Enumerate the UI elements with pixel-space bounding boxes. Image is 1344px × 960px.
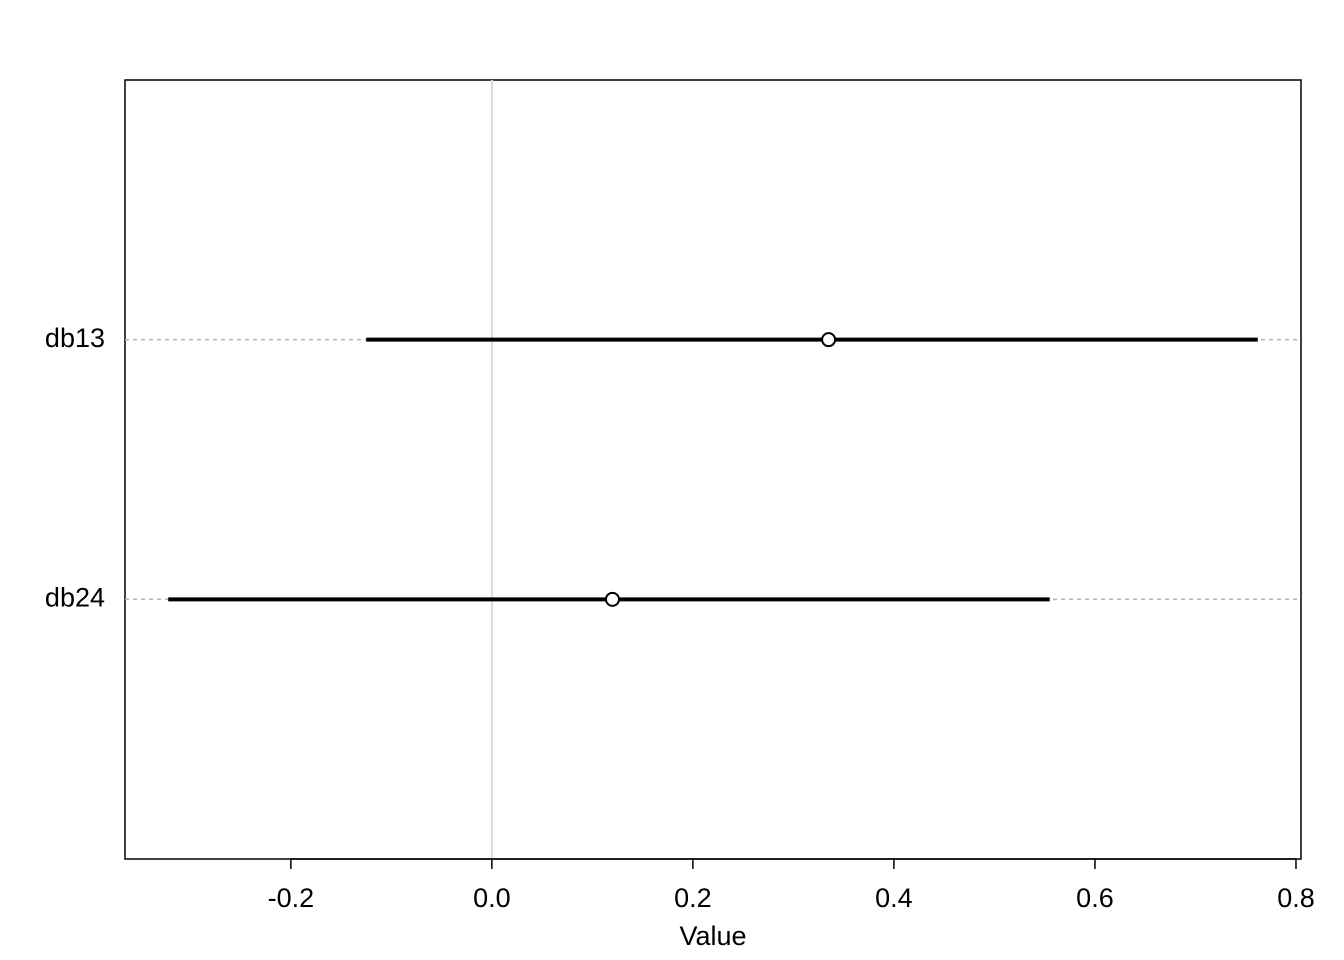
- point-estimate: [821, 332, 837, 348]
- x-tick-label: 0.4: [875, 883, 913, 913]
- point-estimate: [604, 591, 620, 607]
- y-tick-label: db24: [45, 582, 105, 612]
- x-tick-label: 0.2: [674, 883, 712, 913]
- x-tick-label: -0.2: [268, 883, 315, 913]
- y-tick-label: db13: [45, 323, 105, 353]
- x-tick-label: 0.8: [1277, 883, 1315, 913]
- x-tick-label: 0.0: [473, 883, 511, 913]
- plot-frame: [124, 79, 1302, 860]
- x-axis-label: Value: [679, 921, 746, 951]
- x-tick-label: 0.6: [1076, 883, 1114, 913]
